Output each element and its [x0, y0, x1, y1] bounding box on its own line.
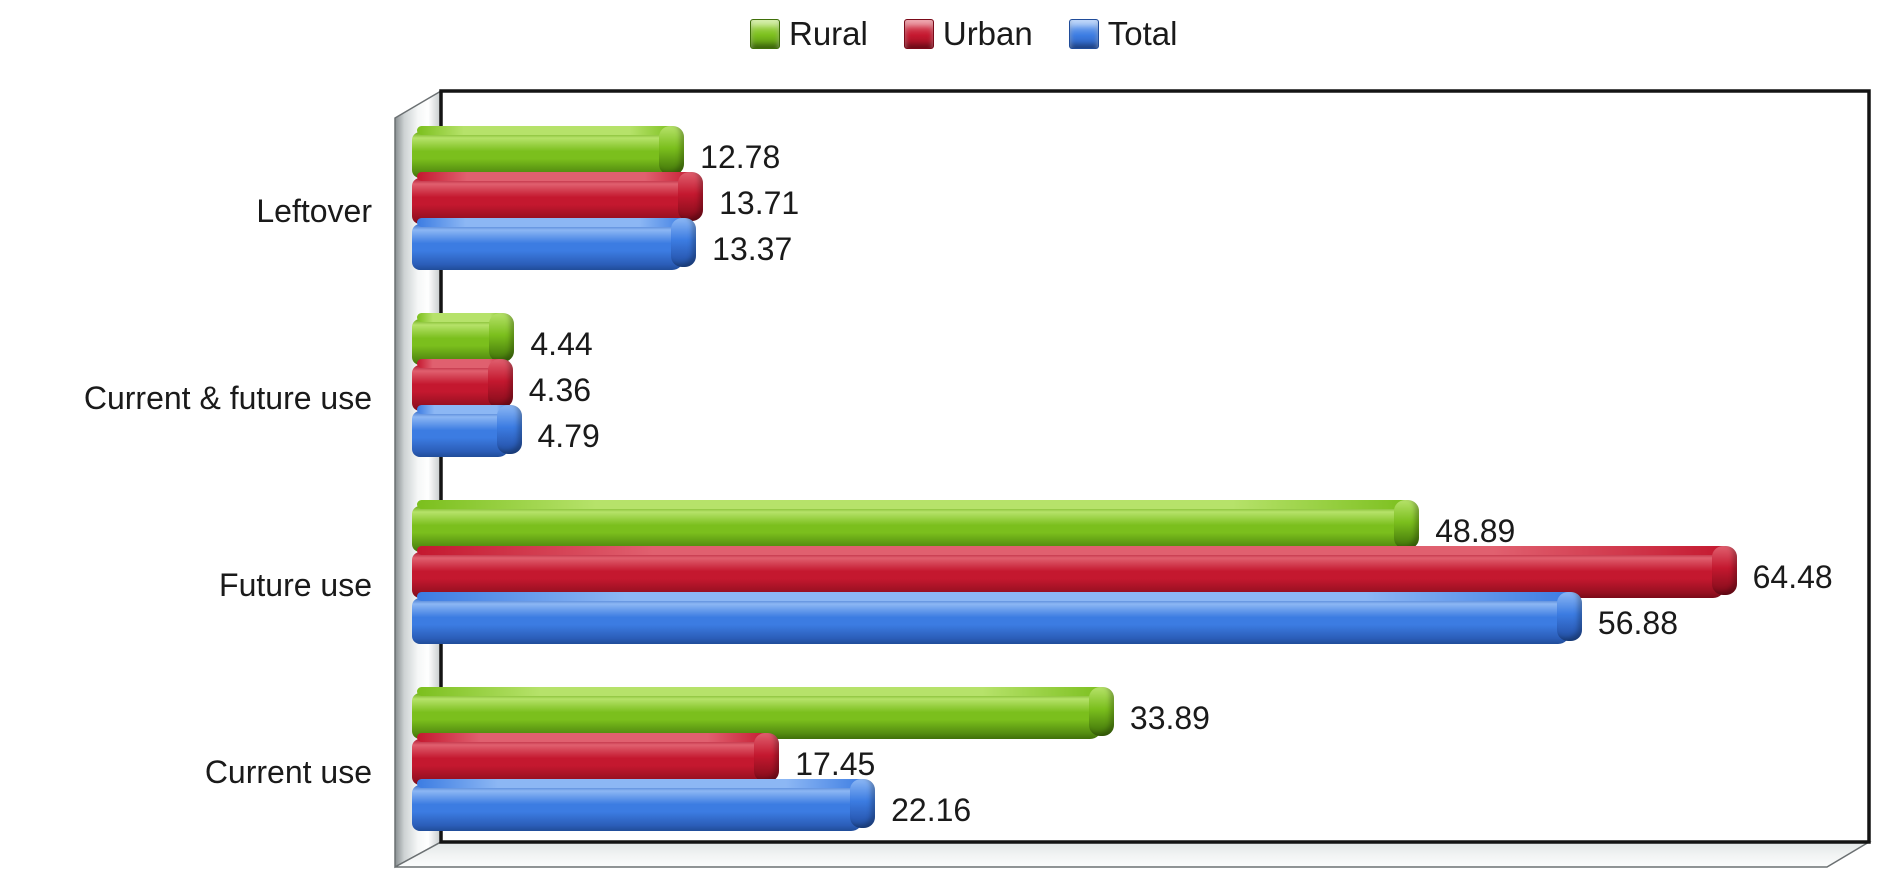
- category-cell: Future use: [0, 492, 386, 679]
- value-label: 17.45: [795, 746, 876, 782]
- value-label: 48.89: [1435, 513, 1516, 549]
- bar-rural: [412, 126, 685, 178]
- value-label: 12.78: [700, 139, 781, 175]
- category-label: Current & future use: [83, 380, 372, 416]
- value-label: 33.89: [1129, 700, 1210, 736]
- bar-group: 4.44 4.36 4.79: [412, 305, 1837, 492]
- value-label: 56.88: [1597, 605, 1678, 641]
- category-cell: Current & future use: [0, 305, 386, 492]
- value-label: 64.48: [1752, 559, 1833, 595]
- bar-row: 4.44: [412, 313, 1837, 365]
- bar-row: 64.48: [412, 546, 1837, 598]
- legend-item-total: Total: [1068, 12, 1178, 56]
- value-label: 22.16: [891, 792, 972, 828]
- bar-row: 13.71: [412, 172, 1837, 224]
- category-axis: Leftover Current & future use Future use Cu…: [0, 118, 386, 866]
- category-cell: Current use: [0, 679, 386, 866]
- bar-row: 22.16: [412, 779, 1837, 831]
- legend-label: Urban: [942, 15, 1033, 52]
- legend-item-rural: Rural: [750, 12, 868, 56]
- bar-rural: [412, 313, 515, 365]
- legend: Rural Urban Total: [750, 12, 1177, 56]
- bar-row: 12.78: [412, 126, 1837, 178]
- bar-urban: [412, 733, 780, 785]
- value-label: 13.71: [719, 185, 800, 221]
- value-label: 4.79: [537, 418, 600, 454]
- legend-swatch-urban: [903, 19, 934, 49]
- bar-urban: [412, 172, 704, 224]
- bar-urban: [412, 546, 1737, 598]
- legend-label: Total: [1107, 15, 1178, 52]
- category-cell: Leftover: [0, 118, 386, 305]
- value-label: 4.36: [528, 372, 592, 408]
- legend-label: Rural: [789, 15, 868, 52]
- bar-row: 48.89: [412, 500, 1837, 552]
- bar-urban: [412, 359, 513, 411]
- bar-row: 17.45: [412, 733, 1837, 785]
- bar-row: 4.79: [412, 405, 1837, 457]
- legend-item-urban: Urban: [903, 12, 1033, 56]
- bar-rural: [412, 687, 1114, 739]
- bar-rural: [412, 500, 1420, 552]
- bar-group: 33.89 17.45 22.16: [412, 679, 1837, 866]
- bar-row: 13.37: [412, 218, 1837, 270]
- legend-swatch-total: [1068, 19, 1099, 49]
- bar-group: 12.78 13.71 13.37: [412, 118, 1837, 305]
- category-label: Future use: [219, 567, 372, 603]
- category-label: Current use: [204, 754, 372, 790]
- value-label: 4.44: [530, 326, 593, 362]
- bar-row: 4.36: [412, 359, 1837, 411]
- category-label: Leftover: [256, 193, 372, 229]
- legend-swatch-rural: [750, 19, 780, 49]
- bar-total: [412, 592, 1582, 644]
- bar-total: [412, 218, 697, 270]
- value-label: 13.37: [712, 231, 793, 267]
- plot-area: 12.78 13.71 13.37 4.44 4.36 4.79 48.89 64.48 56.…: [412, 118, 1837, 866]
- bar-total: [412, 779, 876, 831]
- bar-row: 56.88: [412, 592, 1837, 644]
- bar-group: 48.89 64.48 56.88: [412, 492, 1837, 679]
- bar-total: [412, 405, 521, 457]
- bar-row: 33.89: [412, 687, 1837, 739]
